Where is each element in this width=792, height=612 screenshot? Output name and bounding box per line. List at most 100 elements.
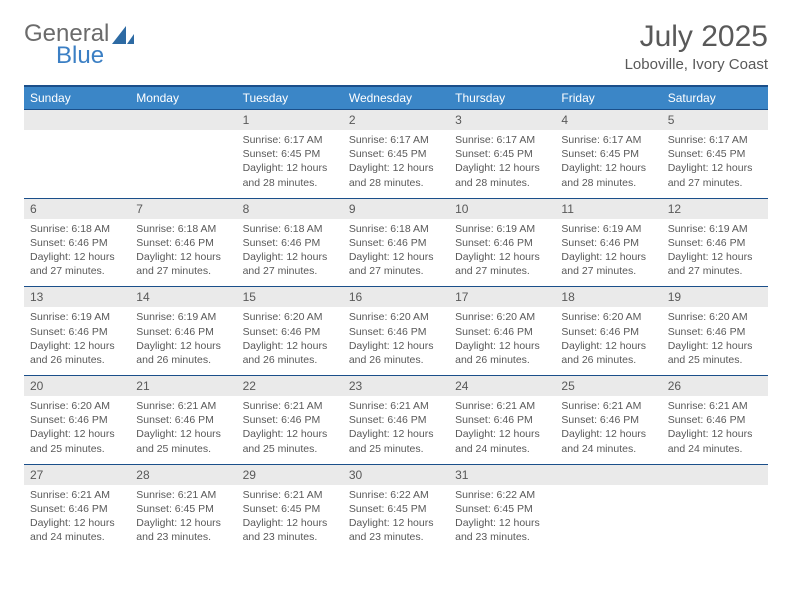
sunrise-line: Sunrise: 6:21 AM — [561, 400, 641, 412]
sunset-line: Sunset: 6:46 PM — [668, 326, 746, 338]
day-detail: Sunrise: 6:18 AMSunset: 6:46 PMDaylight:… — [130, 219, 236, 287]
day-detail: Sunrise: 6:21 AMSunset: 6:46 PMDaylight:… — [237, 396, 343, 464]
daylight-line: Daylight: 12 hours and 28 minutes. — [455, 162, 540, 188]
daynum-row: 12345 — [24, 110, 768, 131]
sunset-line: Sunset: 6:46 PM — [561, 414, 639, 426]
daylight-line: Daylight: 12 hours and 27 minutes. — [668, 251, 753, 277]
sunrise-line: Sunrise: 6:21 AM — [243, 400, 323, 412]
sunrise-line: Sunrise: 6:19 AM — [561, 223, 641, 235]
day-number — [24, 110, 130, 131]
daylight-line: Daylight: 12 hours and 25 minutes. — [136, 428, 221, 454]
daylight-line: Daylight: 12 hours and 23 minutes. — [136, 517, 221, 543]
day-number — [555, 464, 661, 485]
day-header: Sunday — [24, 86, 130, 110]
day-detail: Sunrise: 6:20 AMSunset: 6:46 PMDaylight:… — [237, 307, 343, 375]
day-detail: Sunrise: 6:17 AMSunset: 6:45 PMDaylight:… — [449, 130, 555, 198]
sunset-line: Sunset: 6:46 PM — [455, 326, 533, 338]
sunrise-line: Sunrise: 6:20 AM — [243, 311, 323, 323]
daylight-line: Daylight: 12 hours and 27 minutes. — [561, 251, 646, 277]
day-header: Wednesday — [343, 86, 449, 110]
sunrise-line: Sunrise: 6:19 AM — [668, 223, 748, 235]
daylight-line: Daylight: 12 hours and 26 minutes. — [349, 340, 434, 366]
day-header: Saturday — [662, 86, 768, 110]
day-number: 18 — [555, 287, 661, 308]
sunset-line: Sunset: 6:45 PM — [455, 148, 533, 160]
daylight-line: Daylight: 12 hours and 24 minutes. — [30, 517, 115, 543]
day-detail: Sunrise: 6:21 AMSunset: 6:46 PMDaylight:… — [662, 396, 768, 464]
sunset-line: Sunset: 6:45 PM — [243, 148, 321, 160]
day-detail — [555, 485, 661, 553]
sunrise-line: Sunrise: 6:18 AM — [349, 223, 429, 235]
sunset-line: Sunset: 6:46 PM — [349, 237, 427, 249]
day-detail: Sunrise: 6:22 AM Sunset: 6:45 PM Daylight:… — [343, 485, 449, 553]
sunset-line: Sunset: 6:46 PM — [455, 237, 533, 249]
day-number: 22 — [237, 376, 343, 397]
sunrise-line: Sunrise: 6:18 AM — [30, 223, 110, 235]
sunset-line: Sunset: 6:45 PM — [136, 503, 214, 515]
day-number: 28 — [130, 464, 236, 485]
sunset-line: Sunset: 6:46 PM — [30, 237, 108, 249]
daylight-line: Daylight: 12 hours and 26 minutes. — [455, 340, 540, 366]
sunset-line: Sunset: 6:45 PM — [668, 148, 746, 160]
day-detail: Sunrise: 6:18 AMSunset: 6:46 PMDaylight:… — [237, 219, 343, 287]
day-number: 19 — [662, 287, 768, 308]
logo: General Blue — [24, 20, 154, 70]
day-number: 30 — [343, 464, 449, 485]
sunrise-line: Sunrise: 6:21 AM — [668, 400, 748, 412]
sunrise-line: Sunrise: 6:22 AM — [349, 489, 429, 501]
day-number: 4 — [555, 110, 661, 131]
day-number: 3 — [449, 110, 555, 131]
day-number: 27 — [24, 464, 130, 485]
day-number: 17 — [449, 287, 555, 308]
daynum-row: 13141516171819 — [24, 287, 768, 308]
sunrise-line: Sunrise: 6:21 AM — [243, 489, 323, 501]
day-detail: Sunrise: 6:20 AMSunset: 6:46 PMDaylight:… — [662, 307, 768, 375]
daylight-line: Daylight: 12 hours and 23 minutes. — [349, 517, 434, 543]
daylight-line: Daylight: 12 hours and 23 minutes. — [455, 517, 540, 543]
sunset-line: Sunset: 6:46 PM — [455, 414, 533, 426]
daylight-line: Daylight: 12 hours and 26 minutes. — [30, 340, 115, 366]
day-number: 15 — [237, 287, 343, 308]
calendar-body: 12345 Sunrise: 6:17 AM Sunset: 6:45 PM Dayl… — [24, 110, 768, 553]
day-number: 29 — [237, 464, 343, 485]
sunset-line: Sunset: 6:46 PM — [668, 414, 746, 426]
sunset-line: Sunset: 6:46 PM — [243, 237, 321, 249]
month-title: July 2025 — [625, 20, 768, 54]
day-header: Friday — [555, 86, 661, 110]
sunrise-line: Sunrise: 6:18 AM — [243, 223, 323, 235]
day-number — [130, 110, 236, 131]
sunrise-line: Sunrise: 6:17 AM — [668, 134, 748, 146]
day-detail: Sunrise: 6:17 AM Sunset: 6:45 PM Daylight:… — [662, 130, 768, 198]
sunset-line: Sunset: 6:45 PM — [349, 503, 427, 515]
day-number: 1 — [237, 110, 343, 131]
daylight-line: Daylight: 12 hours and 28 minutes. — [243, 162, 328, 188]
daynum-row: 20212223242526 — [24, 376, 768, 397]
detail-row: Sunrise: 6:19 AM Sunset: 6:46 PM Daylight:… — [24, 307, 768, 375]
sunset-line: Sunset: 6:46 PM — [136, 237, 214, 249]
sunrise-line: Sunrise: 6:22 AM — [455, 489, 535, 501]
logo-text-2: Blue — [56, 42, 104, 70]
day-detail: Sunrise: 6:18 AM Sunset: 6:46 PM Daylight:… — [343, 219, 449, 287]
sunset-line: Sunset: 6:45 PM — [561, 148, 639, 160]
sunset-line: Sunset: 6:46 PM — [668, 237, 746, 249]
daylight-line: Daylight: 12 hours and 28 minutes. — [561, 162, 646, 188]
sunrise-line: Sunrise: 6:17 AM — [243, 134, 323, 146]
sunrise-line: Sunrise: 6:21 AM — [455, 400, 535, 412]
daylight-line: Daylight: 12 hours and 27 minutes. — [668, 162, 753, 188]
sunrise-line: Sunrise: 6:17 AM — [349, 134, 429, 146]
daylight-line: Daylight: 12 hours and 27 minutes. — [349, 251, 434, 277]
day-detail: Sunrise: 6:21 AMSunset: 6:46 PMDaylight:… — [555, 396, 661, 464]
day-number: 10 — [449, 198, 555, 219]
day-number: 31 — [449, 464, 555, 485]
sunset-line: Sunset: 6:46 PM — [30, 503, 108, 515]
day-header: Thursday — [449, 86, 555, 110]
sunset-line: Sunset: 6:46 PM — [30, 414, 108, 426]
sunset-line: Sunset: 6:45 PM — [243, 503, 321, 515]
sunrise-line: Sunrise: 6:19 AM — [30, 311, 110, 323]
day-number: 13 — [24, 287, 130, 308]
daylight-line: Daylight: 12 hours and 27 minutes. — [30, 251, 115, 277]
day-detail: Sunrise: 6:20 AMSunset: 6:46 PMDaylight:… — [343, 307, 449, 375]
daylight-line: Daylight: 12 hours and 26 minutes. — [561, 340, 646, 366]
day-number — [662, 464, 768, 485]
calendar-page: General Blue July 2025 Loboville, Ivory … — [0, 0, 792, 572]
